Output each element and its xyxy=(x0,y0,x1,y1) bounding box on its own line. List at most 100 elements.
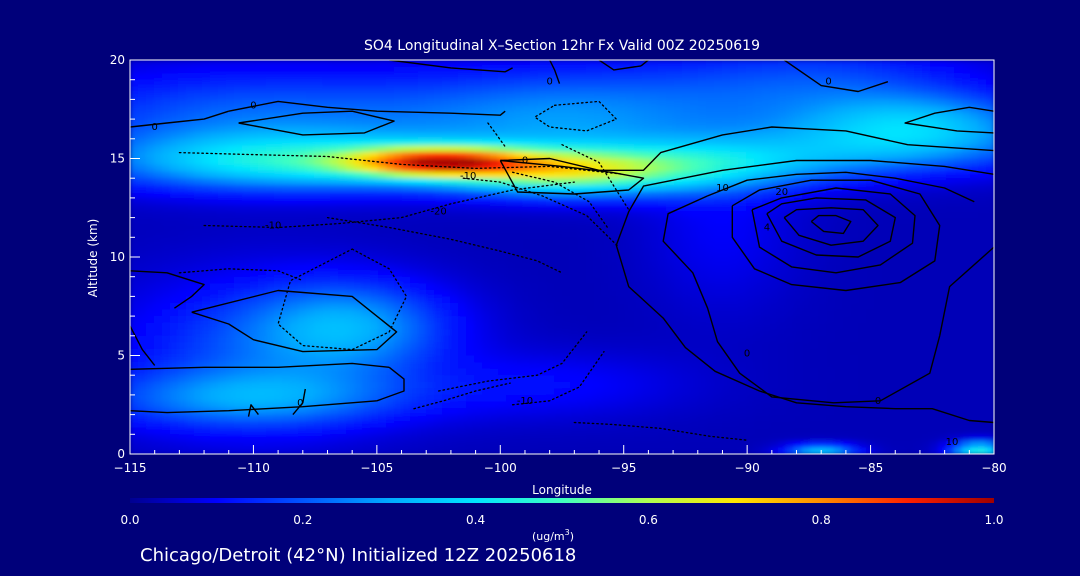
field-cell xyxy=(370,119,379,127)
field-cell xyxy=(250,138,259,146)
field-cell xyxy=(394,99,403,107)
field-cell xyxy=(978,138,987,146)
field-cell xyxy=(274,178,283,186)
field-cell xyxy=(498,296,507,304)
field-cell xyxy=(786,263,795,271)
field-cell xyxy=(234,197,243,206)
field-cell xyxy=(922,329,931,337)
field-cell xyxy=(410,73,419,81)
field-cell xyxy=(762,289,771,297)
field-cell xyxy=(938,289,947,297)
field-cell xyxy=(538,184,547,192)
field-cell xyxy=(274,92,283,100)
field-cell xyxy=(842,125,851,133)
field-cell xyxy=(562,191,571,199)
field-cell xyxy=(642,283,651,291)
field-cell xyxy=(818,184,827,192)
field-cell xyxy=(130,342,139,350)
field-cell xyxy=(482,158,491,166)
field-cell xyxy=(866,125,875,133)
field-cell xyxy=(346,322,355,330)
field-cell xyxy=(866,329,875,337)
field-cell xyxy=(674,270,683,278)
field-cell xyxy=(714,302,723,311)
field-cell xyxy=(938,217,947,225)
field-cell xyxy=(794,138,803,146)
field-cell xyxy=(850,250,859,258)
field-cell xyxy=(978,342,987,350)
field-cell xyxy=(890,243,899,252)
field-cell xyxy=(658,296,667,304)
field-cell xyxy=(194,92,203,100)
field-cell xyxy=(466,60,475,68)
field-cell xyxy=(682,316,691,324)
field-cell xyxy=(130,302,139,311)
field-cell xyxy=(258,178,267,186)
field-cell xyxy=(530,112,539,120)
field-cell xyxy=(586,302,595,311)
field-cell xyxy=(530,263,539,271)
field-cell xyxy=(674,263,683,271)
field-cell xyxy=(538,309,547,317)
field-cell xyxy=(194,342,203,350)
field-cell xyxy=(714,283,723,291)
field-cell xyxy=(858,79,867,87)
field-cell xyxy=(354,204,363,212)
field-cell xyxy=(874,309,883,317)
field-cell xyxy=(506,105,515,114)
field-cell xyxy=(682,329,691,337)
field-cell xyxy=(194,86,203,94)
field-cell xyxy=(394,355,403,363)
field-cell xyxy=(554,243,563,252)
field-cell xyxy=(666,92,675,100)
field-cell xyxy=(810,151,819,160)
field-cell xyxy=(434,184,443,192)
field-cell xyxy=(282,151,291,160)
field-cell xyxy=(666,250,675,258)
field-cell xyxy=(202,151,211,160)
field-cell xyxy=(282,296,291,304)
field-cell xyxy=(746,237,755,245)
field-cell xyxy=(290,204,299,212)
field-cell xyxy=(298,296,307,304)
field-cell xyxy=(642,316,651,324)
field-cell xyxy=(578,191,587,199)
field-cell xyxy=(778,342,787,350)
field-cell xyxy=(226,132,235,140)
field-cell xyxy=(298,309,307,317)
field-cell xyxy=(538,243,547,252)
field-cell xyxy=(930,191,939,199)
field-cell xyxy=(666,79,675,87)
field-cell xyxy=(506,296,515,304)
field-cell xyxy=(738,211,747,219)
field-cell xyxy=(698,342,707,350)
field-cell xyxy=(690,217,699,225)
field-cell xyxy=(346,263,355,271)
field-cell xyxy=(234,171,243,179)
field-cell xyxy=(978,132,987,140)
field-cell xyxy=(130,60,139,68)
field-cell xyxy=(482,237,491,245)
field-cell xyxy=(146,224,155,232)
field-cell xyxy=(554,224,563,232)
field-cell xyxy=(426,119,435,127)
field-cell xyxy=(690,296,699,304)
field-cell xyxy=(914,138,923,146)
field-cell xyxy=(770,289,779,297)
field-cell xyxy=(586,73,595,81)
field-cell xyxy=(474,348,483,357)
field-cell xyxy=(834,125,843,133)
field-cell xyxy=(442,86,451,94)
field-cell xyxy=(290,237,299,245)
field-cell xyxy=(162,276,171,284)
field-cell xyxy=(330,184,339,192)
field-cell xyxy=(234,165,243,173)
field-cell xyxy=(898,322,907,330)
field-cell xyxy=(554,145,563,153)
field-cell xyxy=(338,302,347,311)
field-cell xyxy=(954,204,963,212)
field-cell xyxy=(178,257,187,265)
field-cell xyxy=(314,204,323,212)
field-cell xyxy=(554,191,563,199)
field-cell xyxy=(194,165,203,173)
